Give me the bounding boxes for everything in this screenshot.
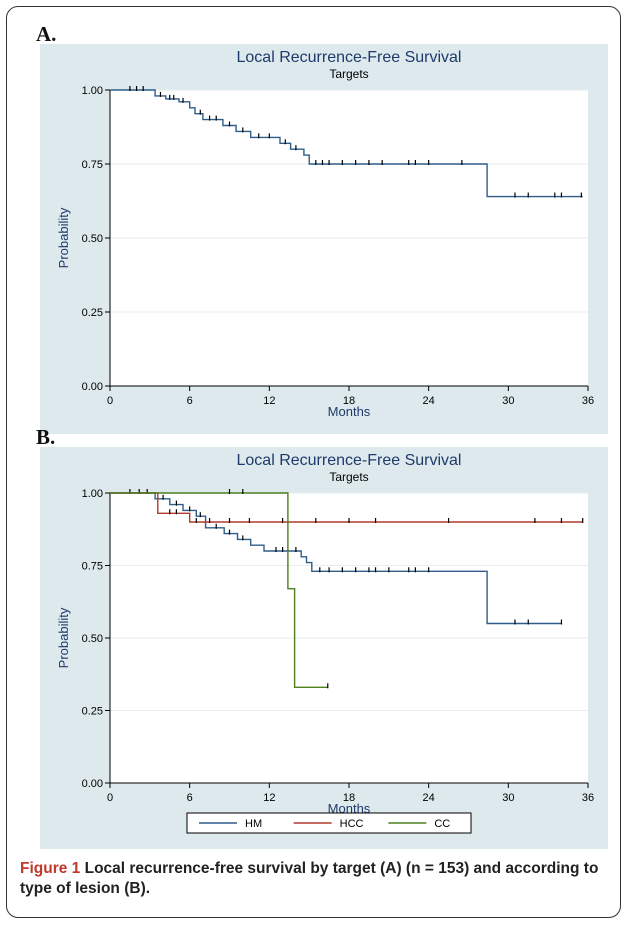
chart-title: Local Recurrence-Free Survival bbox=[237, 452, 462, 469]
x-tick-label: 0 bbox=[107, 792, 113, 804]
figure-frame bbox=[6, 6, 621, 918]
x-tick-label: 6 bbox=[187, 792, 193, 804]
x-tick-label: 0 bbox=[107, 395, 113, 407]
chart-a-svg: 0.00 0.25 0.50 0.75 1.00 0 6 12 18 24 30 36 Local Re… bbox=[40, 44, 608, 434]
chart-b: 0.00 0.25 0.50 0.75 1.00 0 6 12 18 24 30 36 Local Re… bbox=[40, 447, 608, 849]
x-tick-label: 6 bbox=[187, 395, 193, 407]
panel-a-label: A. bbox=[36, 22, 57, 46]
x-tick-label: 30 bbox=[502, 792, 514, 804]
x-tick-label: 24 bbox=[423, 395, 435, 407]
chart-subtitle: Targets bbox=[329, 67, 368, 81]
chart-a: 0.00 0.25 0.50 0.75 1.00 0 6 12 18 24 30 36 Local Re… bbox=[40, 44, 608, 434]
x-tick-label: 12 bbox=[263, 792, 275, 804]
chart-subtitle: Targets bbox=[329, 470, 368, 484]
chart-b-svg: 0.00 0.25 0.50 0.75 1.00 0 6 12 18 24 30 36 Local Re… bbox=[40, 447, 608, 849]
legend-label-hcc: HCC bbox=[340, 818, 364, 830]
y-tick-label: 1.00 bbox=[82, 488, 103, 500]
series-line-hm bbox=[110, 492, 562, 625]
x-axis-label: Months bbox=[328, 801, 371, 816]
x-tick-label: 30 bbox=[502, 395, 514, 407]
x-tick-label: 12 bbox=[263, 395, 275, 407]
y-axis-label: Probability bbox=[56, 607, 71, 668]
series-line-cc bbox=[110, 492, 328, 688]
y-tick-label: 0.50 bbox=[82, 633, 103, 645]
legend-label-hm: HM bbox=[245, 818, 262, 830]
legend-label-cc: CC bbox=[434, 818, 450, 830]
panel-b-label: B. bbox=[36, 425, 56, 449]
y-tick-label: 0.25 bbox=[82, 706, 103, 718]
caption-figure-label: Figure 1 bbox=[20, 860, 81, 877]
x-tick-label: 18 bbox=[343, 792, 355, 804]
y-tick-label: 1.00 bbox=[82, 85, 103, 97]
chart-title: Local Recurrence-Free Survival bbox=[237, 49, 462, 66]
figure-caption: Figure 1 Local recurrence-free survival … bbox=[20, 859, 610, 899]
y-tick-label: 0.75 bbox=[82, 159, 103, 171]
y-tick-label: 0.00 bbox=[82, 381, 103, 393]
y-axis-label: Probability bbox=[56, 207, 71, 268]
caption-text: Local recurrence-free survival by target… bbox=[20, 860, 599, 897]
x-tick-label: 36 bbox=[582, 395, 594, 407]
series-line-all bbox=[110, 89, 583, 198]
x-tick-label: 24 bbox=[423, 792, 435, 804]
y-tick-label: 0.25 bbox=[82, 307, 103, 319]
y-tick-label: 0.50 bbox=[82, 233, 103, 245]
y-tick-label: 0.75 bbox=[82, 561, 103, 573]
x-axis-label: Months bbox=[328, 404, 371, 419]
x-tick-label: 18 bbox=[343, 395, 355, 407]
y-tick-label: 0.00 bbox=[82, 778, 103, 790]
x-tick-label: 36 bbox=[582, 792, 594, 804]
